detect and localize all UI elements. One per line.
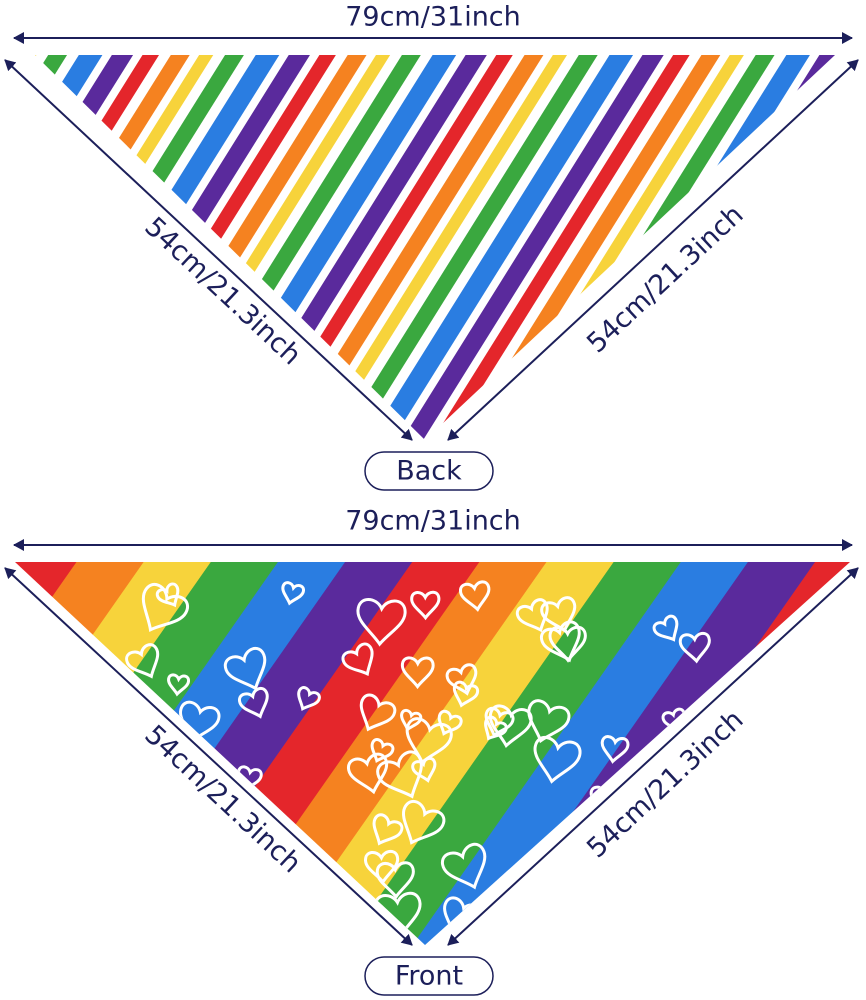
heart <box>410 590 441 621</box>
heart <box>26 622 69 665</box>
heart <box>411 756 437 783</box>
heart <box>776 680 812 715</box>
heart <box>720 881 753 916</box>
heart <box>232 888 256 912</box>
right-arrow <box>447 567 859 946</box>
bandana-front <box>15 562 850 945</box>
right-arrow <box>447 59 859 441</box>
side-label: Back <box>396 456 462 487</box>
heart <box>82 861 106 887</box>
heart <box>50 690 85 726</box>
heart <box>151 896 186 932</box>
heart <box>741 775 787 821</box>
heart <box>114 806 152 847</box>
heart <box>661 707 686 733</box>
left-arrow <box>4 567 413 946</box>
heart <box>45 708 88 750</box>
heart <box>748 855 792 900</box>
heart <box>255 872 295 911</box>
heart <box>109 832 157 881</box>
heart <box>786 742 810 767</box>
heart <box>114 807 160 854</box>
width-label: 79cm/31inch <box>345 506 521 537</box>
left-arrow <box>4 59 413 441</box>
side-label: Front <box>395 961 463 992</box>
heart <box>784 773 817 806</box>
heart <box>541 857 571 888</box>
width-label: 79cm/31inch <box>345 2 521 33</box>
heart <box>68 689 97 719</box>
label-pill <box>364 956 494 996</box>
label-pill <box>364 451 494 491</box>
heart <box>161 788 190 818</box>
heart <box>735 758 760 784</box>
heart <box>205 862 241 899</box>
